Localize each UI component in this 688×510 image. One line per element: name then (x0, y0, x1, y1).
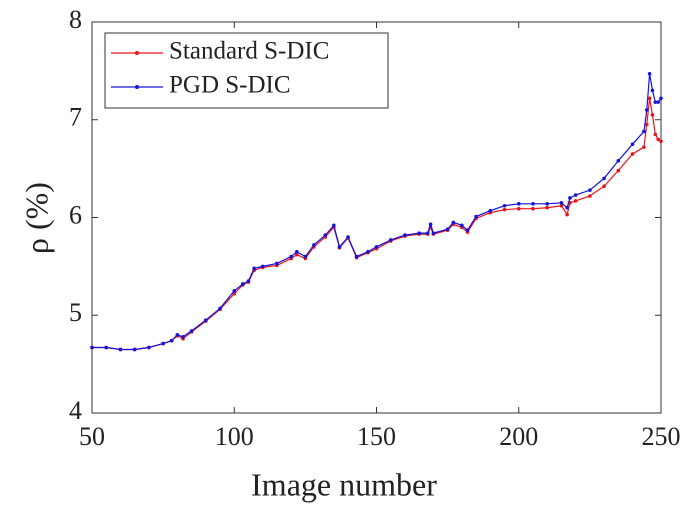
x-tick-label: 50 (79, 422, 105, 451)
data-point (559, 201, 564, 205)
data-point (366, 249, 370, 254)
y-tick-label: 4 (69, 396, 82, 425)
data-point (545, 202, 549, 206)
data-point (616, 168, 621, 173)
data-point (644, 122, 649, 127)
x-tick-label: 100 (215, 422, 254, 451)
data-point (295, 249, 299, 254)
data-point (502, 203, 507, 208)
data-point (346, 235, 350, 239)
data-point (169, 338, 174, 343)
data-point (653, 100, 658, 104)
data-point (460, 223, 464, 228)
data-point (602, 184, 606, 189)
data-point (568, 196, 572, 200)
legend-box (104, 32, 389, 109)
y-tick-label: 6 (69, 200, 82, 229)
data-point (630, 142, 635, 146)
legend-marker (135, 85, 139, 89)
data-point (588, 194, 592, 198)
legend-marker (135, 51, 139, 55)
data-point (474, 214, 478, 219)
series-line (92, 98, 662, 351)
data-point (659, 96, 663, 101)
data-point (616, 159, 621, 163)
data-point (630, 152, 635, 156)
legend-label: PGD S-DIC (169, 72, 291, 99)
data-point (573, 193, 578, 197)
data-point (246, 279, 251, 283)
data-point (488, 208, 493, 213)
legend-label: Standard S-DIC (169, 38, 329, 65)
data-point (531, 206, 535, 211)
data-point (132, 347, 137, 352)
data-point (425, 231, 430, 235)
data-point (431, 231, 436, 235)
data-point (388, 238, 393, 242)
data-point (90, 345, 94, 350)
x-tick-label: 150 (357, 422, 396, 451)
data-point (531, 202, 535, 206)
data-point (240, 282, 245, 286)
data-point (644, 108, 649, 112)
data-point (656, 100, 660, 104)
y-tick-label: 5 (69, 298, 82, 327)
data-point (565, 205, 569, 210)
data-point (647, 96, 652, 101)
data-point (295, 252, 299, 257)
data-point (289, 254, 293, 259)
data-point (275, 261, 279, 266)
y-axis-label: ρ (%) (18, 182, 54, 254)
data-point (337, 245, 342, 249)
y-tick-label: 8 (69, 5, 82, 34)
data-point (204, 318, 208, 322)
x-axis-label: Image number (251, 466, 437, 502)
data-point (445, 227, 450, 232)
data-point (565, 212, 569, 217)
x-tick-label: 250 (642, 422, 681, 451)
data-point (502, 207, 507, 212)
data-point (175, 333, 180, 337)
data-point (374, 245, 379, 249)
data-point (559, 203, 564, 208)
data-point (104, 345, 109, 350)
y-tick-label: 7 (69, 103, 82, 132)
x-tick-label: 200 (499, 422, 538, 451)
data-point (428, 222, 433, 227)
data-point (573, 199, 578, 203)
data-point (656, 137, 660, 142)
data-point (465, 228, 470, 233)
data-point (602, 176, 606, 181)
data-point (659, 139, 663, 144)
data-point (642, 129, 646, 134)
data-point (189, 329, 194, 333)
data-point (642, 145, 646, 149)
data-point (332, 223, 336, 228)
data-point (218, 306, 222, 311)
data-point (312, 243, 316, 247)
data-point (323, 233, 328, 237)
data-point (147, 345, 151, 350)
data-point (417, 231, 421, 235)
data-point (118, 347, 123, 352)
data-point (653, 132, 658, 137)
data-point (403, 233, 407, 237)
data-point (516, 206, 521, 211)
data-point (650, 88, 655, 93)
data-point (232, 289, 237, 293)
data-point (181, 334, 185, 339)
data-point (647, 72, 652, 76)
series-line (92, 73, 662, 351)
data-point (588, 188, 592, 192)
data-point (650, 113, 655, 117)
data-point (354, 254, 359, 259)
data-point (161, 341, 165, 346)
data-point (545, 205, 549, 210)
data-point (303, 254, 308, 259)
data-point (260, 264, 265, 269)
data-point (516, 202, 521, 206)
data-point (451, 220, 456, 225)
data-point (252, 266, 256, 271)
